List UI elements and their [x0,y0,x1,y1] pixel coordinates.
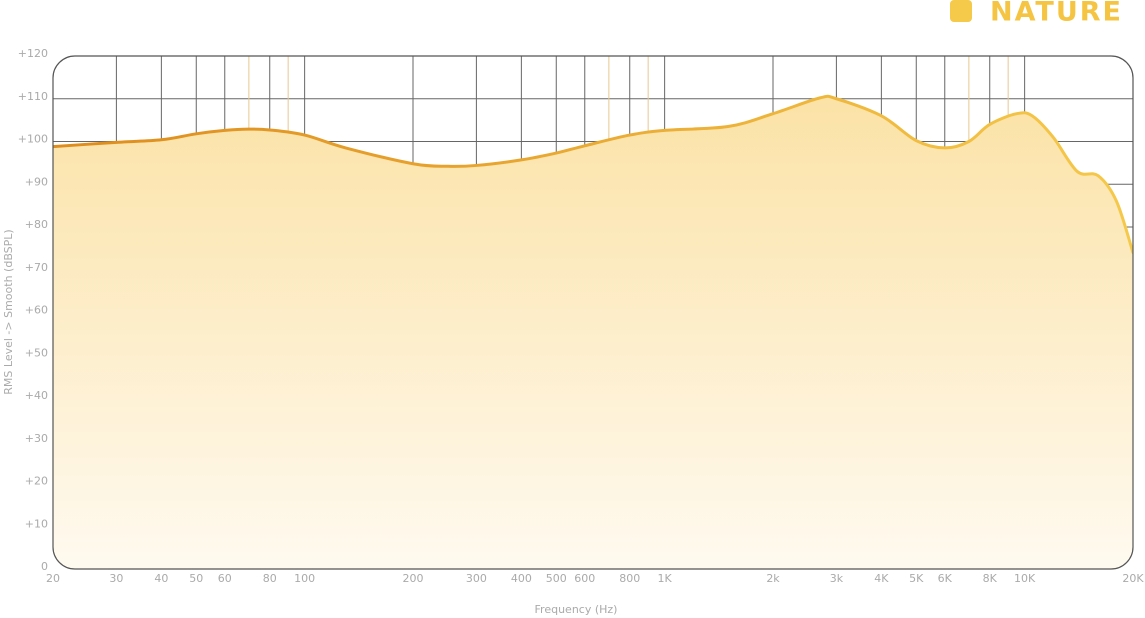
y-tick-label: 0 [41,560,48,573]
y-axis-label: RMS Level -> Smooth (dBSPL) [2,229,15,394]
y-tick-label: +30 [25,432,48,445]
y-tick-label: +20 [25,475,48,488]
x-tick-label: 80 [263,572,277,585]
x-tick-label: 3k [830,572,844,585]
area-layer [53,94,1133,569]
y-tick-label: +60 [25,304,48,317]
x-tick-label: 200 [403,572,424,585]
x-tick-label: 1K [658,572,673,585]
x-tick-label: 4K [874,572,889,585]
x-tick-label: 600 [574,572,595,585]
y-tick-label: +120 [18,47,48,60]
y-tick-label: +100 [18,133,48,146]
x-tick-label: 100 [294,572,315,585]
x-tick-label: 20 [46,572,60,585]
x-tick-label: 5K [909,572,924,585]
legend-label: NATURE [990,0,1123,28]
y-tick-label: +80 [25,218,48,231]
x-tick-label: 400 [511,572,532,585]
x-tick-label: 8K [983,572,998,585]
x-axis-label: Frequency (Hz) [535,603,618,616]
x-tick-label: 500 [546,572,567,585]
y-tick-label: +110 [18,90,48,103]
line [53,94,1133,255]
x-tick-label: 300 [466,572,487,585]
x-tick-label: 30 [109,572,123,585]
area [53,96,1133,569]
plot-frame [52,55,1134,570]
x-tick-label: 40 [154,572,168,585]
x-tick-label: 800 [619,572,640,585]
legend-swatch [950,0,972,22]
y-tick-label: +90 [25,175,48,188]
y-tick-label: +70 [25,261,48,274]
x-tick-label: 50 [189,572,203,585]
x-tick-label: 20K [1122,572,1144,585]
y-tick-label: +40 [25,389,48,402]
y-tick-label: +10 [25,517,48,530]
x-tick-label: 6K [938,572,953,585]
x-tick-label: 10K [1014,572,1036,585]
y-tick-label: +50 [25,346,48,359]
x-tick-label: 60 [218,572,232,585]
x-tick-label: 2k [766,572,780,585]
